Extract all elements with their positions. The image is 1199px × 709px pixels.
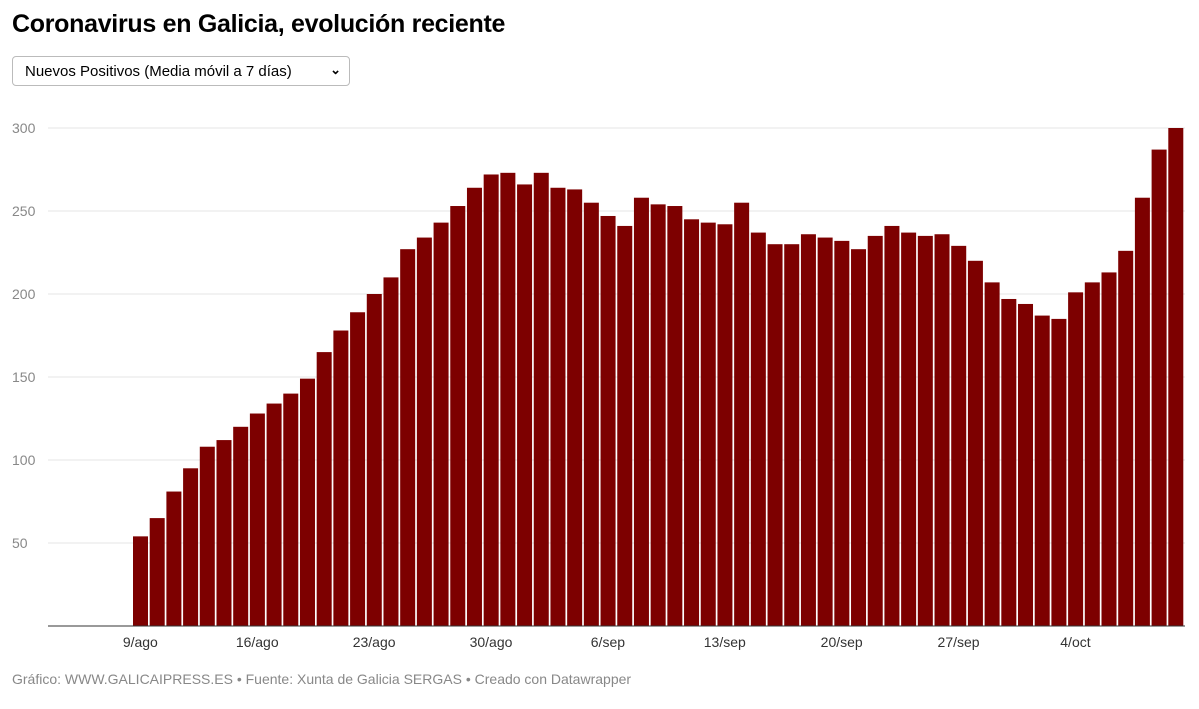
- bar: [700, 222, 716, 626]
- bar: [533, 172, 549, 626]
- bar: [633, 197, 649, 626]
- bar: [734, 202, 750, 626]
- bar: [567, 189, 583, 627]
- x-tick-label: 30/ago: [470, 634, 513, 650]
- x-tick-label: 4/oct: [1060, 634, 1090, 650]
- bar: [416, 237, 432, 626]
- bar: [867, 235, 883, 626]
- y-tick-label: 200: [12, 286, 36, 302]
- bar: [149, 518, 165, 626]
- bar: [1068, 292, 1084, 626]
- bar: [1034, 315, 1050, 626]
- bar: [884, 225, 900, 626]
- bar: [951, 245, 967, 627]
- y-tick-label: 250: [12, 203, 36, 219]
- bar: [1168, 128, 1184, 626]
- bar: [350, 312, 366, 626]
- y-tick-label: 50: [12, 535, 28, 551]
- bar: [750, 232, 766, 626]
- bar: [517, 184, 533, 626]
- bar: [483, 174, 499, 627]
- bar: [684, 219, 700, 627]
- bar: [316, 352, 332, 626]
- bar: [366, 294, 382, 626]
- bar: [1018, 303, 1034, 626]
- bar: [617, 225, 633, 626]
- bar: [550, 187, 566, 626]
- bar: [400, 249, 416, 626]
- bar: [266, 403, 282, 626]
- x-tick-label: 20/sep: [821, 634, 863, 650]
- bar: [583, 202, 599, 626]
- bar: [450, 206, 466, 626]
- bar: [917, 235, 933, 626]
- bar: [383, 277, 399, 626]
- bar: [500, 172, 516, 626]
- bar: [834, 240, 850, 626]
- bar: [784, 244, 800, 626]
- metric-select-value: Nuevos Positivos (Media móvil a 7 días): [25, 63, 292, 80]
- bar: [283, 393, 299, 626]
- footer-credits: Gráfico: WWW.GALICAIPRESS.ES • Fuente: X…: [12, 671, 632, 687]
- bar: [1118, 250, 1134, 626]
- bar: [466, 187, 482, 626]
- bar: [233, 426, 249, 626]
- bar: [851, 249, 867, 626]
- bar: [299, 378, 315, 626]
- x-tick-label: 9/ago: [123, 634, 158, 650]
- bar: [800, 234, 816, 627]
- bar: [667, 206, 683, 626]
- bar: [901, 232, 917, 626]
- bar: [133, 536, 148, 626]
- bar: [817, 237, 833, 626]
- bar: [717, 224, 733, 626]
- bar: [934, 234, 950, 627]
- bar: [166, 491, 182, 626]
- x-tick-label: 6/sep: [591, 634, 625, 650]
- bar: [1001, 298, 1017, 626]
- bar: [249, 413, 265, 626]
- bar: [767, 244, 783, 626]
- bar: [183, 468, 199, 626]
- x-tick-label: 13/sep: [704, 634, 746, 650]
- bar: [650, 204, 666, 627]
- y-tick-label: 150: [12, 369, 36, 385]
- bar: [600, 215, 616, 627]
- bar: [199, 446, 215, 626]
- chevron-down-icon: ⌄: [330, 62, 341, 77]
- x-tick-label: 16/ago: [236, 634, 279, 650]
- bar: [433, 222, 449, 626]
- metric-select[interactable]: Nuevos Positivos (Media móvil a 7 días) …: [12, 56, 350, 86]
- bar: [967, 260, 983, 626]
- bar: [216, 440, 232, 626]
- x-tick-label: 23/ago: [353, 634, 396, 650]
- bar: [1134, 197, 1150, 626]
- bar: [1101, 272, 1117, 626]
- bar: [1051, 318, 1067, 626]
- y-tick-label: 100: [12, 452, 36, 468]
- y-tick-label: 300: [12, 120, 36, 136]
- bar: [1084, 282, 1100, 626]
- page-title: Coronavirus en Galicia, evolución recien…: [12, 10, 506, 38]
- bar: [984, 282, 1000, 626]
- bar: [1151, 149, 1167, 626]
- bar: [333, 330, 349, 626]
- x-tick-label: 27/sep: [938, 634, 980, 650]
